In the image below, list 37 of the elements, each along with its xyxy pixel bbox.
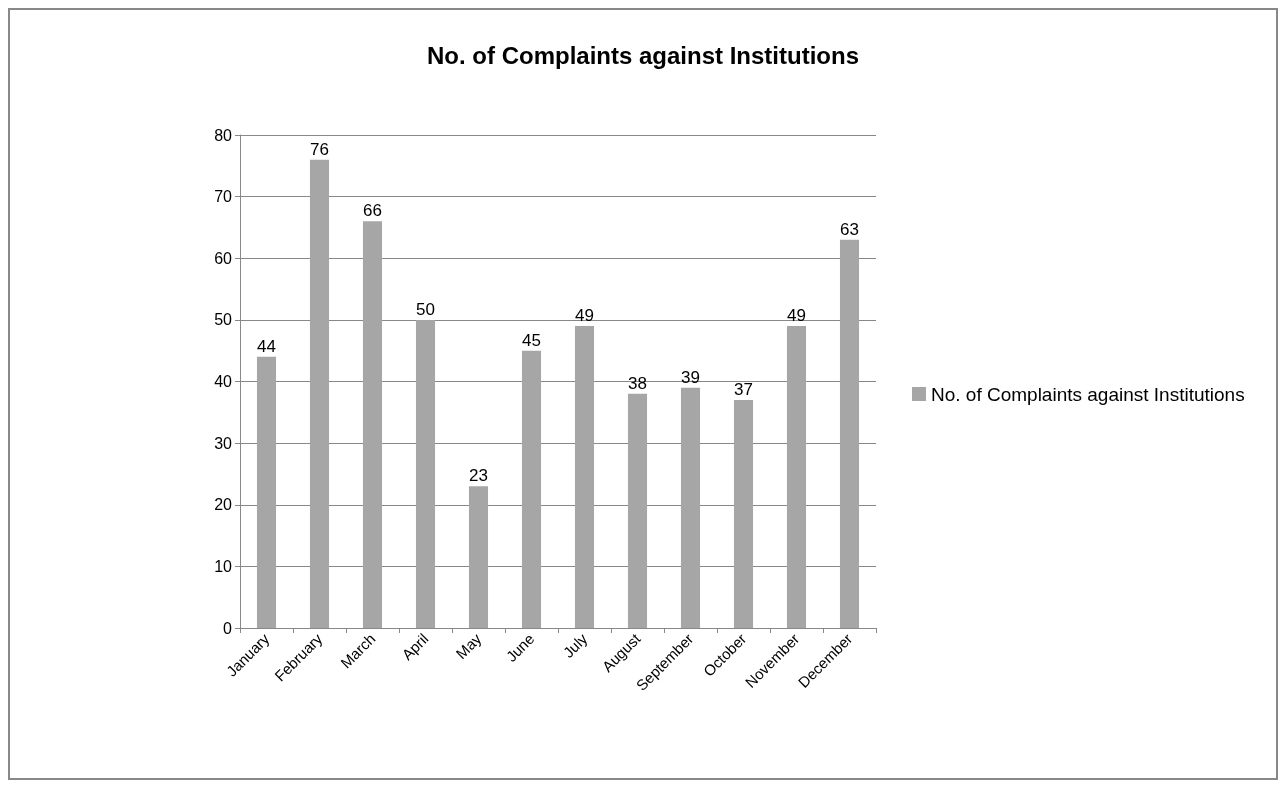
bar <box>574 326 595 628</box>
y-tick-label: 60 <box>214 249 233 267</box>
data-label: 44 <box>257 336 276 356</box>
bar <box>468 486 489 628</box>
data-label: 49 <box>787 306 806 326</box>
bar <box>839 239 860 628</box>
y-tick-label: 10 <box>214 557 233 575</box>
data-label: 23 <box>469 466 488 486</box>
y-tick-label: 50 <box>214 311 233 329</box>
bar <box>733 399 754 628</box>
data-label: 38 <box>628 373 647 393</box>
data-label: 45 <box>522 330 541 350</box>
bar <box>415 319 436 628</box>
data-label: 76 <box>310 139 329 159</box>
data-label: 37 <box>734 379 753 399</box>
bar <box>362 221 383 628</box>
y-tick-label: 30 <box>214 434 233 452</box>
y-tick-label: 70 <box>214 188 233 206</box>
data-label: 66 <box>363 201 382 221</box>
y-tick-label: 80 <box>214 126 233 144</box>
x-tick-label: July <box>559 629 591 661</box>
x-tick-label: May <box>452 629 485 663</box>
data-label: 63 <box>840 219 859 239</box>
data-label: 39 <box>681 367 700 387</box>
chart-title: No. of Complaints against Institutions <box>427 41 859 69</box>
data-label: 50 <box>416 299 435 319</box>
y-tick-label: 0 <box>223 619 233 637</box>
bar <box>309 159 330 628</box>
bar <box>256 356 277 628</box>
legend-label: No. of Complaints against Institutions <box>931 383 1245 405</box>
y-tick-label: 20 <box>214 496 233 514</box>
data-label: 49 <box>575 306 594 326</box>
bar <box>627 393 648 628</box>
bar <box>521 350 542 628</box>
bar <box>680 387 701 628</box>
y-tick-label: 40 <box>214 373 233 390</box>
bar <box>786 326 807 628</box>
